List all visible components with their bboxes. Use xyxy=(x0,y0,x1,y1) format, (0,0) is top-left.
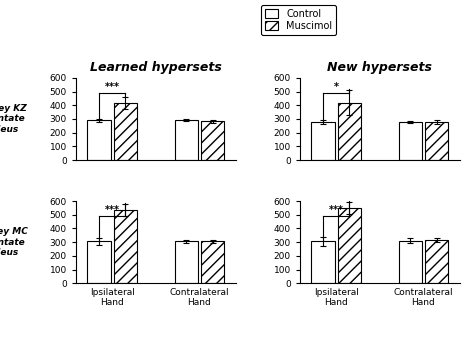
Text: ***: *** xyxy=(105,82,120,92)
Bar xyxy=(201,241,224,283)
Bar xyxy=(175,120,198,160)
Bar xyxy=(311,241,335,283)
Legend: Control, Muscimol: Control, Muscimol xyxy=(261,5,336,35)
Bar xyxy=(425,240,448,283)
Text: ***: *** xyxy=(105,205,120,215)
Bar xyxy=(399,241,422,283)
Bar xyxy=(337,208,361,283)
Bar xyxy=(114,103,137,160)
Text: ***: *** xyxy=(328,205,344,215)
Text: Monkey KZ
R Dentate
Nucleus: Monkey KZ R Dentate Nucleus xyxy=(0,104,27,134)
Bar xyxy=(201,121,224,160)
Text: Monkey MC
R Dentate
Nucleus: Monkey MC R Dentate Nucleus xyxy=(0,227,28,257)
Title: Learned hypersets: Learned hypersets xyxy=(90,61,222,74)
Bar xyxy=(337,103,361,160)
Text: *: * xyxy=(334,82,338,92)
Bar xyxy=(114,210,137,283)
Bar xyxy=(88,241,111,283)
Bar xyxy=(311,122,335,160)
Title: New hypersets: New hypersets xyxy=(327,61,432,74)
Bar xyxy=(175,241,198,283)
Bar xyxy=(425,122,448,160)
Bar xyxy=(399,122,422,160)
Bar xyxy=(88,120,111,160)
